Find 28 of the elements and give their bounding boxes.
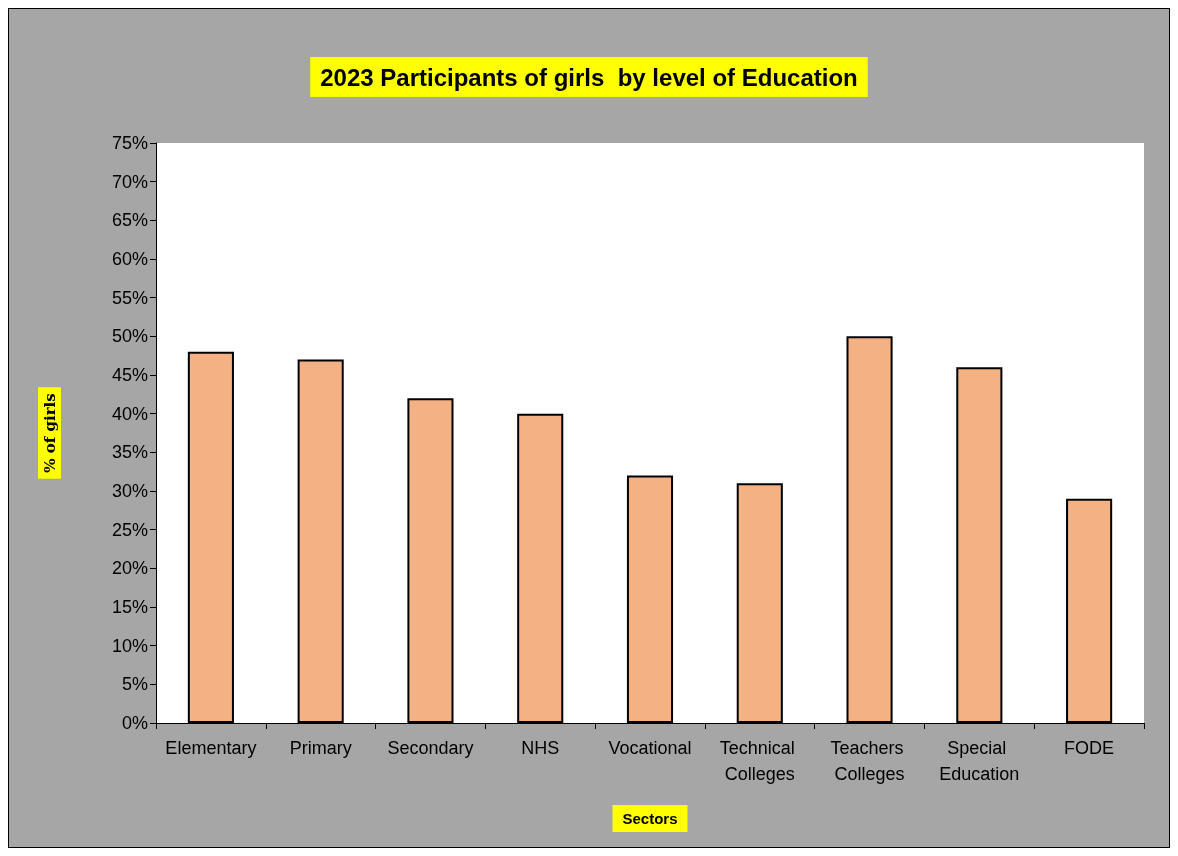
y-tick-label: 70% — [111, 171, 148, 192]
x-axis-title: Sectors — [622, 810, 678, 827]
y-tick-label: 65% — [111, 210, 148, 231]
y-tick-label: 55% — [111, 287, 148, 308]
y-tick-label: 0% — [121, 713, 148, 733]
x-tick-label: Teachers Colleges — [830, 738, 909, 784]
y-tick-label: 75% — [111, 133, 148, 153]
y-tick-label: 15% — [111, 597, 148, 617]
y-tick-label: 35% — [111, 442, 148, 463]
y-axis-title: % of girls — [40, 393, 59, 473]
x-tick-label: Special Education — [939, 738, 1020, 784]
y-tick-label: 25% — [111, 519, 148, 540]
y-tick-label: 45% — [111, 365, 148, 385]
y-tick-label: 10% — [111, 635, 148, 656]
y-tick-label: 40% — [111, 403, 148, 424]
y-tick-label: 5% — [121, 674, 148, 695]
chart-title: 2023 Participants of girls by level of Education — [320, 63, 858, 91]
x-tick-label: NHS — [521, 738, 560, 758]
x-tick-label: Elementary — [165, 738, 257, 758]
y-tick-label: 50% — [111, 326, 148, 347]
y-tick-label: 20% — [111, 558, 148, 579]
x-tick-label: FODE — [1064, 738, 1115, 758]
y-tick-label: 60% — [111, 249, 148, 269]
x-tick-label: Vocational — [608, 738, 692, 758]
x-tick-label: Secondary — [387, 738, 474, 758]
y-tick-label: 30% — [111, 481, 148, 501]
x-tick-label: Technical Colleges — [719, 738, 800, 784]
x-tick-label: Primary — [289, 738, 352, 758]
